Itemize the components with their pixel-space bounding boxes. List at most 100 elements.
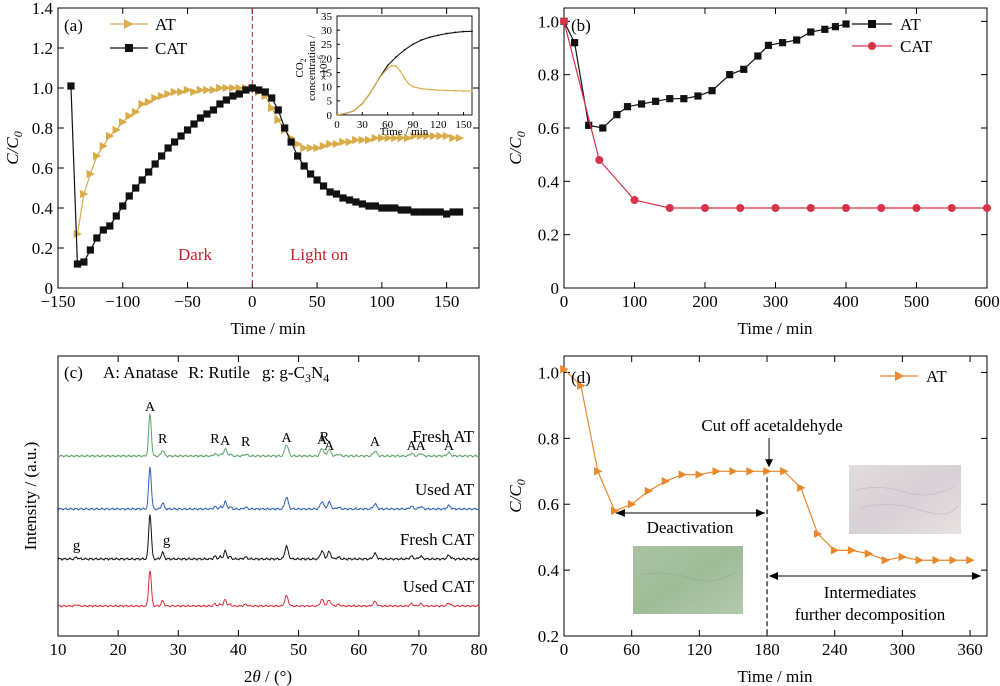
- xtick-label-−100: −100: [105, 292, 140, 311]
- d-at-point-7: [678, 470, 687, 479]
- d-at-point-22: [932, 556, 941, 565]
- d-at-point-19: [881, 556, 891, 565]
- a-at-point-15: [170, 87, 180, 97]
- a-at-point-39: [326, 139, 335, 149]
- b-at-point-14: [754, 52, 762, 60]
- xrd-peak-label-2: R: [210, 432, 220, 447]
- panel-b-xlabel: Time / min: [738, 319, 813, 338]
- panel-c-label: (c): [64, 363, 83, 382]
- a-cat-point-33: [281, 124, 289, 132]
- ytick-label-5: 5: [327, 96, 333, 108]
- b-cat-point-9: [877, 204, 886, 212]
- panel-c: 10 20 30 40 50 60 70 80 Fresh AT Used AT Fresh CAT…: [21, 355, 488, 686]
- a-at-point-16: [177, 87, 186, 97]
- photo-deactivated-sample: [633, 546, 743, 614]
- inset-cat-point-16: [471, 30, 473, 33]
- b-at-point-2: [585, 121, 593, 129]
- panel-c-xlabel: 2θ / (°): [244, 667, 292, 686]
- a-cat-point-1: [73, 260, 82, 268]
- xtick-label-240: 240: [822, 640, 848, 659]
- b-at-point-18: [807, 28, 815, 36]
- a-cat-point-46: [365, 202, 373, 210]
- xtick-label-100: 100: [622, 292, 648, 311]
- xtick-label-−50: −50: [174, 292, 201, 311]
- panel-b-ylabel: C/C0: [506, 131, 528, 164]
- legend-b-cat-label: CAT: [900, 37, 933, 56]
- a-at-point-18: [190, 87, 199, 97]
- ytick-label-1.0: 1.0: [538, 12, 559, 31]
- b-at-point-21: [842, 20, 850, 28]
- d-at-point-24: [966, 556, 975, 565]
- xtick-label-−150: −150: [40, 292, 75, 311]
- xtick-label-20: 20: [110, 640, 127, 659]
- inset-at-point-6: [386, 67, 389, 70]
- panel-c-frame: [57, 355, 480, 637]
- inset-ylabel-line3: ×10−6: [316, 55, 330, 81]
- a-cat-point-53: [410, 208, 418, 216]
- xrd-peak-label-5: A: [281, 431, 292, 446]
- a-at-point-13: [157, 91, 167, 101]
- inset-cat-point-6: [386, 64, 389, 67]
- a-cat-point-25: [229, 92, 237, 100]
- panel-c-ylabel: Intensity / (a.u.): [21, 442, 40, 551]
- inset-cat-point-15: [462, 30, 465, 33]
- a-at-point-17: [183, 85, 193, 95]
- xrd-pattern-label-2: Fresh CAT: [400, 530, 475, 549]
- inset-at-point-2: [352, 109, 355, 112]
- xrd-peak-label-12: A: [444, 439, 455, 454]
- xtick-label-50: 50: [309, 292, 326, 311]
- ytick-label-0.4: 0.4: [538, 172, 560, 191]
- inset-cat-point-10: [420, 39, 423, 41]
- xtick-label-500: 500: [904, 292, 930, 311]
- ytick-label-0.6: 0.6: [32, 159, 53, 178]
- ytick-label-0.8: 0.8: [32, 119, 53, 138]
- ytick-label-30: 30: [321, 25, 333, 37]
- d-at-point-23: [949, 556, 958, 565]
- a-at-point-53: [416, 131, 426, 141]
- a-at-point-30: [267, 103, 277, 113]
- a-cat-point-0: [67, 82, 75, 90]
- inset-cat-point-8: [403, 49, 406, 51]
- a-at-point-21: [209, 85, 219, 95]
- b-at-point-10: [694, 92, 702, 100]
- panel-b-legend: AT CAT: [852, 15, 933, 56]
- xtick-label-360: 360: [957, 640, 983, 659]
- cutoff-arrow-head: [765, 459, 774, 468]
- xrd-peak-label-11: A: [416, 439, 427, 454]
- b-at-point-1: [570, 39, 579, 47]
- a-cat-point-12: [145, 168, 153, 176]
- ytick-label-1.0: 1.0: [538, 363, 559, 382]
- a-at-point-44: [358, 135, 367, 145]
- a-cat-point-41: [332, 190, 341, 198]
- legend-cat-label: CAT: [155, 39, 188, 58]
- legend-b-at-label: AT: [900, 15, 921, 34]
- a-cat-point-17: [177, 132, 185, 140]
- a-at-point-47: [378, 133, 387, 143]
- inset-at-point-15: [437, 89, 440, 92]
- a-cat-point-43: [345, 196, 354, 204]
- xtick-label-90: 90: [407, 119, 419, 131]
- ytick-label-0.4: 0.4: [32, 199, 54, 218]
- ytick-label-1.0: 1.0: [32, 79, 53, 98]
- d-at-point-13: [780, 467, 789, 476]
- ytick-label-0: 0: [327, 110, 333, 122]
- d-at-point-12: [763, 467, 772, 476]
- xtick-label-60: 60: [382, 119, 394, 131]
- a-cat-point-44: [352, 198, 360, 206]
- inset-cat-point-11: [428, 36, 431, 39]
- a-cat-point-27: [242, 86, 250, 94]
- xrd-pattern-2: [57, 514, 480, 561]
- d-at-point-20: [898, 552, 907, 562]
- xtick-label-30: 30: [357, 119, 369, 131]
- annotation-cutoff: Cut off acetaldehyde: [701, 416, 842, 435]
- b-at-point-13: [740, 65, 748, 73]
- a-at-point-45: [365, 135, 374, 145]
- b-cat-point-10: [912, 204, 921, 212]
- a-cat-point-35: [294, 152, 302, 160]
- ytick-label-15: 15: [321, 67, 333, 79]
- a-cat-point-54: [417, 208, 425, 216]
- d-at-point-14: [797, 483, 806, 492]
- b-at-point-16: [778, 39, 787, 47]
- d-at-point-17: [847, 546, 857, 555]
- panel-a-label: (a): [64, 16, 83, 35]
